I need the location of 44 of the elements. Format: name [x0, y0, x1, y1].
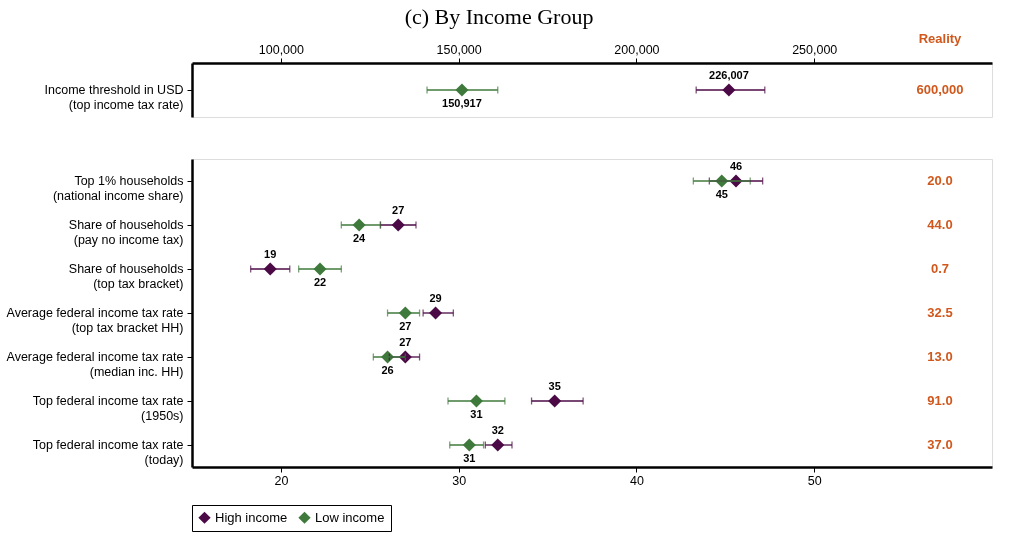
- x-tick-label: 20: [274, 473, 289, 488]
- chart-title: (c) By Income Group: [404, 3, 594, 29]
- data-label: 45: [715, 188, 728, 200]
- data-label: 26: [381, 364, 394, 376]
- y-tick-label: Income threshold in USD (top income tax rate): [44, 83, 184, 112]
- data-label: 29: [429, 292, 442, 304]
- y-tick-label: Share of households (top tax bracket): [68, 262, 184, 291]
- y-tick-label: Average federal income tax rate (median inc. HH): [6, 350, 184, 379]
- x-tick-label: 50: [807, 473, 822, 488]
- data-label: 32: [491, 424, 504, 436]
- data-label: 226,007: [709, 69, 749, 81]
- x-tick-label: 250,000: [792, 42, 838, 57]
- legend-label: Low income: [315, 509, 385, 525]
- y-tick-label: Top federal income tax rate (1950s): [32, 394, 184, 423]
- data-label: 35: [548, 380, 561, 392]
- data-label: 24: [352, 232, 367, 244]
- annotation: 91.0: [927, 393, 953, 408]
- data-label: 31: [463, 452, 476, 464]
- annotation: 32.5: [927, 305, 953, 320]
- data-label: 46: [729, 160, 743, 172]
- y-tick-label: Share of households (pay no income tax): [68, 218, 184, 247]
- y-tick-label: Top 1% households (national income share): [52, 174, 184, 203]
- x-tick-label: 150,000: [436, 42, 482, 57]
- data-label: 19: [264, 248, 277, 260]
- data-label: 27: [399, 336, 412, 348]
- y-tick-label: Average federal income tax rate (top tax bracket HH): [6, 306, 184, 335]
- x-tick-label: 100,000: [258, 42, 305, 57]
- annotation: 44.0: [927, 217, 953, 232]
- annotation: 13.0: [927, 349, 953, 364]
- x-tick-label: 40: [629, 473, 644, 488]
- data-label: 31: [470, 408, 483, 420]
- x-tick-label: 30: [452, 473, 467, 488]
- data-label: 22: [313, 276, 327, 288]
- text: Reality: [918, 31, 963, 46]
- annotation: 0.7: [930, 261, 950, 276]
- x-tick-label: 200,000: [614, 42, 660, 57]
- annotation: 600,000: [916, 82, 964, 97]
- legend-label: High income: [215, 509, 288, 525]
- annotation: 20.0: [927, 173, 953, 188]
- data-label: 27: [399, 320, 412, 332]
- y-tick-label: Top federal income tax rate (today): [32, 438, 184, 467]
- data-label: 150,917: [442, 97, 482, 109]
- annotation: 37.0: [927, 437, 953, 452]
- data-label: 27: [392, 204, 405, 216]
